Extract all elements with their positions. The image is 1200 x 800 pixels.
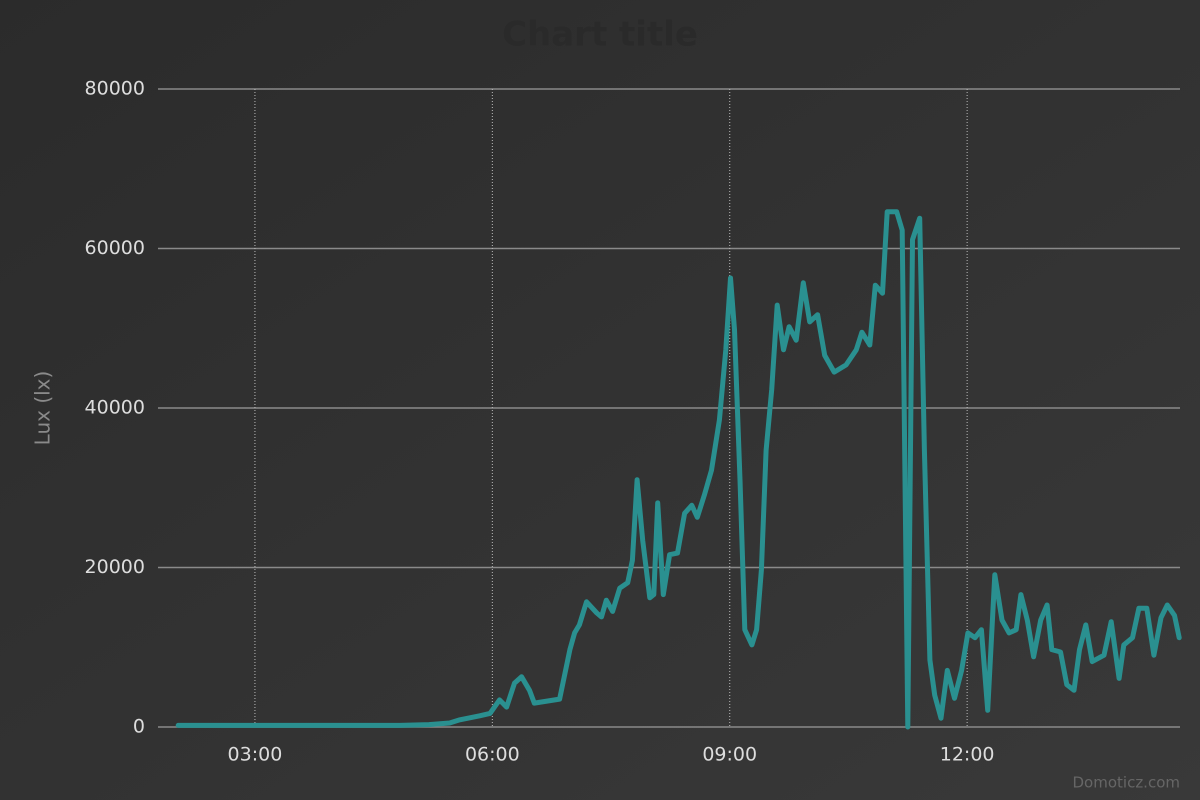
watermark: Domoticz.com xyxy=(1073,774,1181,792)
x-tick-label: 06:00 xyxy=(465,744,520,766)
data-line xyxy=(175,209,1182,730)
chart-title: Chart title xyxy=(502,15,698,55)
x-tick-label: 03:00 xyxy=(228,744,283,766)
y-tick-label: 0 xyxy=(133,716,145,738)
x-tick-label: 12:00 xyxy=(940,744,995,766)
y-tick-label: 80000 xyxy=(85,78,145,100)
y-tick-label: 40000 xyxy=(85,397,145,419)
y-tick-label: 60000 xyxy=(85,237,145,259)
x-tick-label: 09:00 xyxy=(702,744,757,766)
y-axis-label: Lux (lx) xyxy=(31,371,55,446)
y-tick-label: 20000 xyxy=(85,556,145,578)
